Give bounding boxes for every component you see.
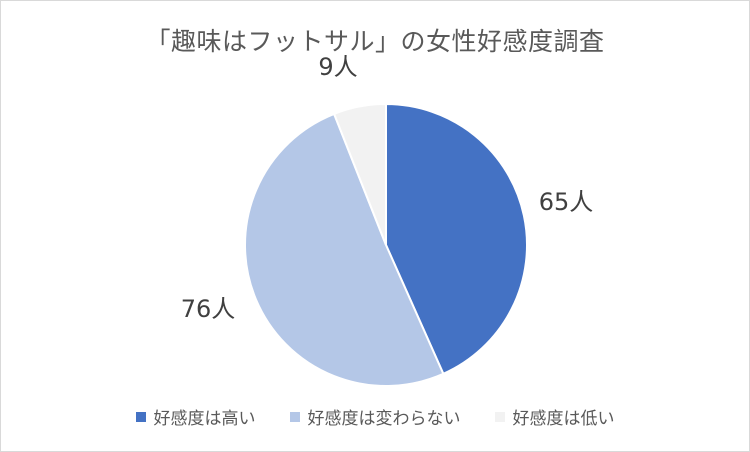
pie-slice-low <box>332 102 387 246</box>
legend-item-low: 好感度は低い <box>494 404 615 429</box>
legend: 好感度は高い 好感度は変わらない 好感度は低い <box>0 404 750 429</box>
legend-item-same: 好感度は変わらない <box>289 404 461 429</box>
legend-swatch-high <box>135 411 146 422</box>
legend-swatch-same <box>289 411 300 422</box>
data-label-same: 76人 <box>181 295 236 323</box>
legend-label-same: 好感度は変わらない <box>307 409 461 429</box>
legend-item-high: 好感度は高い <box>135 404 256 429</box>
legend-swatch-low <box>494 411 505 422</box>
pie-slice-high <box>385 102 528 376</box>
data-label-low: 9人 <box>318 53 357 81</box>
legend-label-low: 好感度は低い <box>512 409 615 429</box>
pie-slice-same <box>244 112 445 388</box>
chart-title: 「趣味はフットサル」の女性好感度調査 <box>145 27 605 56</box>
legend-label-high: 好感度は高い <box>153 409 256 429</box>
data-label-high: 65人 <box>539 188 594 216</box>
